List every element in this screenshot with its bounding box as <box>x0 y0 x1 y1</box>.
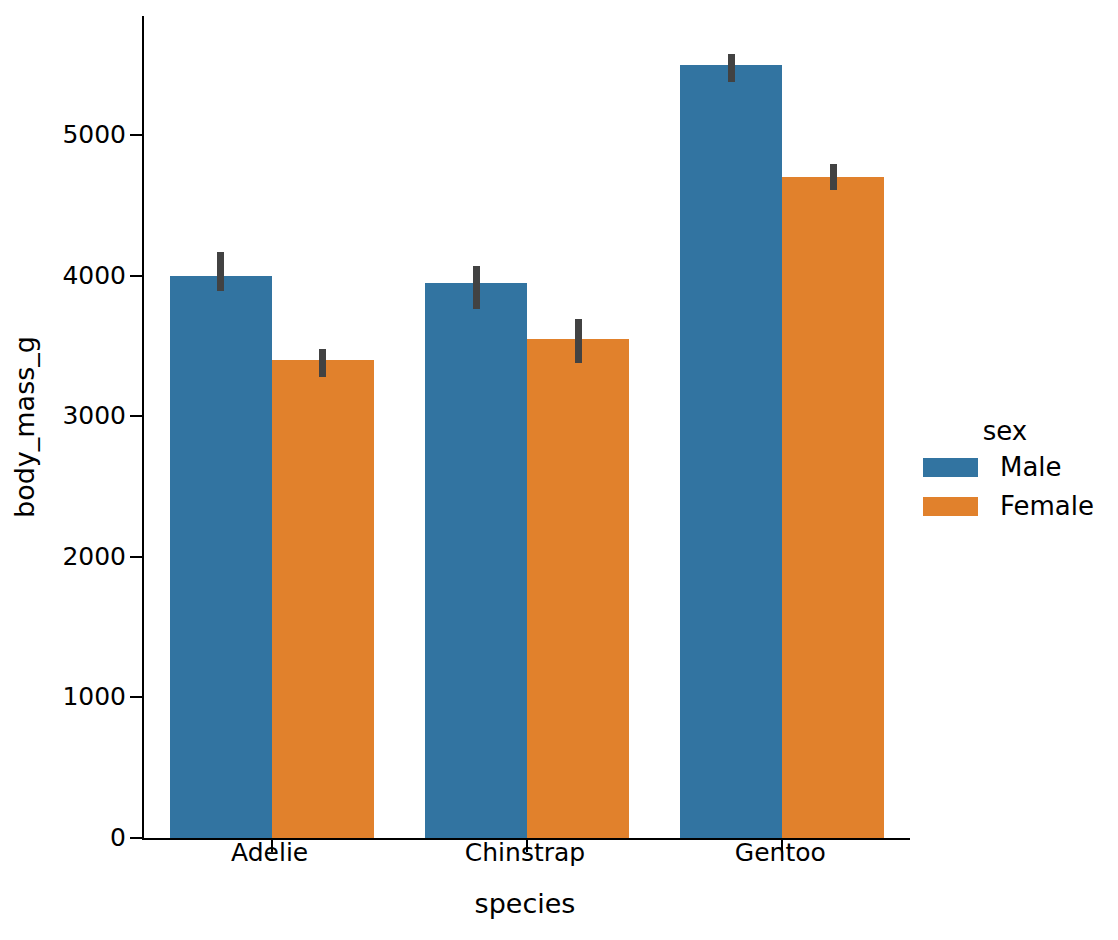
y-tick-label-2000: 2000 <box>26 542 126 572</box>
x-tick-label-adelie: Adelie <box>160 836 380 870</box>
bar-gentoo-female <box>782 177 884 838</box>
y-tick-3000 <box>130 415 142 417</box>
bar-adelie-female <box>272 360 374 838</box>
y-tick-2000 <box>130 556 142 558</box>
error-bar-gentoo-female <box>830 164 837 190</box>
x-axis-label: species <box>325 888 725 920</box>
legend-swatch-male <box>923 458 978 477</box>
error-bar-adelie-female <box>319 349 326 376</box>
error-bar-gentoo-male <box>728 54 735 82</box>
legend-swatch-female <box>923 497 978 516</box>
legend-label-male: Male <box>1000 452 1062 482</box>
y-tick-0 <box>130 837 142 839</box>
legend: sex Male Female <box>920 414 1110 530</box>
error-bar-adelie-male <box>217 252 224 291</box>
bar-adelie-male <box>170 276 272 838</box>
legend-label-female: Female <box>1000 491 1094 521</box>
plot-area: 010002000300040005000 <box>142 16 910 840</box>
legend-entry-female: Female <box>920 491 1110 521</box>
error-bar-chinstrap-male <box>473 266 480 310</box>
y-tick-5000 <box>130 134 142 136</box>
legend-entry-male: Male <box>920 452 1110 482</box>
figure: body_mass_g 010002000300040005000 specie… <box>0 0 1118 940</box>
y-tick-label-0: 0 <box>26 823 126 853</box>
y-tick-label-5000: 5000 <box>26 120 126 150</box>
y-tick-4000 <box>130 275 142 277</box>
y-tick-label-1000: 1000 <box>26 682 126 712</box>
bar-chinstrap-female <box>527 339 629 838</box>
y-tick-label-4000: 4000 <box>26 261 126 291</box>
y-tick-label-3000: 3000 <box>26 401 126 431</box>
bar-chinstrap-male <box>425 283 527 838</box>
bar-gentoo-male <box>680 65 782 838</box>
y-tick-1000 <box>130 696 142 698</box>
legend-title: sex <box>920 414 1090 448</box>
x-tick-label-chinstrap: Chinstrap <box>415 836 635 870</box>
x-tick-label-gentoo: Gentoo <box>670 836 890 870</box>
error-bar-chinstrap-female <box>575 319 582 363</box>
